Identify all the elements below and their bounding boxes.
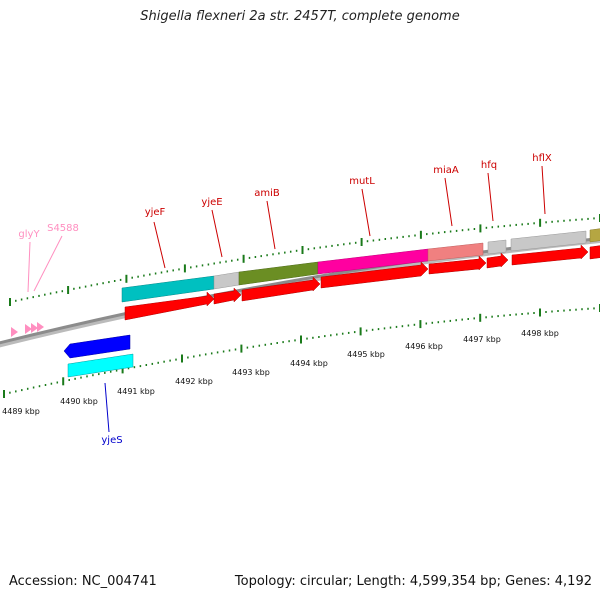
gene-block-yjeE[interactable] xyxy=(213,271,240,290)
kbp-label: 4493 kbp xyxy=(232,368,270,377)
forward-gene-blocks[interactable] xyxy=(121,228,600,303)
cds-arrow-hflX[interactable] xyxy=(511,244,589,266)
leader-hfq xyxy=(487,172,494,222)
label-amiB[interactable]: amiB xyxy=(254,188,280,199)
gene-block-yjeS[interactable] xyxy=(63,334,131,359)
kbp-label: 4491 kbp xyxy=(117,387,155,396)
kbp-label: 4496 kbp xyxy=(405,342,443,351)
cds-arrow-amiB[interactable] xyxy=(241,276,321,302)
leader-yjeS xyxy=(104,382,110,433)
rna-feature-arrows[interactable] xyxy=(11,322,44,337)
label-S4588[interactable]: S4588 xyxy=(47,223,79,234)
gene-block-hfq[interactable] xyxy=(487,239,507,255)
rna-arrow[interactable] xyxy=(31,323,38,333)
kbp-label: 4498 kbp xyxy=(521,329,559,338)
leader-mutL xyxy=(361,188,371,237)
gene-block-miaA[interactable] xyxy=(427,242,484,262)
kbp-labels: 4489 kbp 4490 kbp 4491 kbp 4492 kbp 4493… xyxy=(2,329,559,416)
accession-text: Accession: NC_004741 xyxy=(9,574,157,589)
label-hflX[interactable]: hflX xyxy=(532,153,552,164)
tick-row-outer xyxy=(9,214,600,306)
cds-arrow-yjeF[interactable] xyxy=(124,291,215,321)
label-yjeS[interactable]: yjeS xyxy=(101,435,122,446)
cds-arrow-yjeS[interactable] xyxy=(67,353,134,378)
kbp-label: 4489 kbp xyxy=(2,407,40,416)
leader-hflX xyxy=(541,165,546,215)
label-yjeF[interactable]: yjeF xyxy=(145,207,166,218)
leader-glyY xyxy=(27,241,31,293)
kbp-label: 4497 kbp xyxy=(463,335,501,344)
cds-arrow-miaA[interactable] xyxy=(428,255,487,275)
leader-miaA xyxy=(444,177,453,227)
tick-row-inner xyxy=(3,304,600,398)
cds-arrow-hfq[interactable] xyxy=(486,252,509,269)
rna-arrow[interactable] xyxy=(37,322,44,332)
label-yjeE[interactable]: yjeE xyxy=(201,197,222,208)
kbp-label: 4495 kbp xyxy=(347,350,385,359)
gene-block-hflX[interactable] xyxy=(510,230,587,252)
backbone-track-shadow xyxy=(0,237,600,348)
kbp-label: 4490 kbp xyxy=(60,397,98,406)
gene-block-next[interactable] xyxy=(589,228,600,243)
leader-amiB xyxy=(266,200,276,250)
rna-arrow[interactable] xyxy=(11,327,18,337)
cds-arrow-yjeE[interactable] xyxy=(213,287,242,305)
label-miaA[interactable]: miaA xyxy=(433,165,459,176)
label-hfq[interactable]: hfq xyxy=(481,160,497,171)
cds-arrow-mutL[interactable] xyxy=(320,261,429,289)
kbp-label: 4494 kbp xyxy=(290,359,328,368)
map-title: Shigella flexneri 2a str. 2457T, complet… xyxy=(140,9,460,24)
leader-yjeF xyxy=(153,221,166,269)
label-glyY[interactable]: glyY xyxy=(18,229,40,240)
leader-yjeE xyxy=(211,209,223,258)
forward-cds-arrows[interactable] xyxy=(124,244,600,321)
leader-S4588 xyxy=(33,235,63,292)
kbp-label: 4492 kbp xyxy=(175,377,213,386)
cds-arrow-next[interactable] xyxy=(589,245,600,260)
genome-summary-text: Topology: circular; Length: 4,599,354 bp… xyxy=(234,574,592,589)
gene-labels: yjeF yjeE amiB mutL miaA hfq hflX glyY S… xyxy=(18,153,551,446)
rna-arrow[interactable] xyxy=(25,324,32,334)
label-mutL[interactable]: mutL xyxy=(349,176,375,187)
reverse-gene-yjeS[interactable] xyxy=(63,334,134,378)
label-leader-lines xyxy=(27,165,546,433)
